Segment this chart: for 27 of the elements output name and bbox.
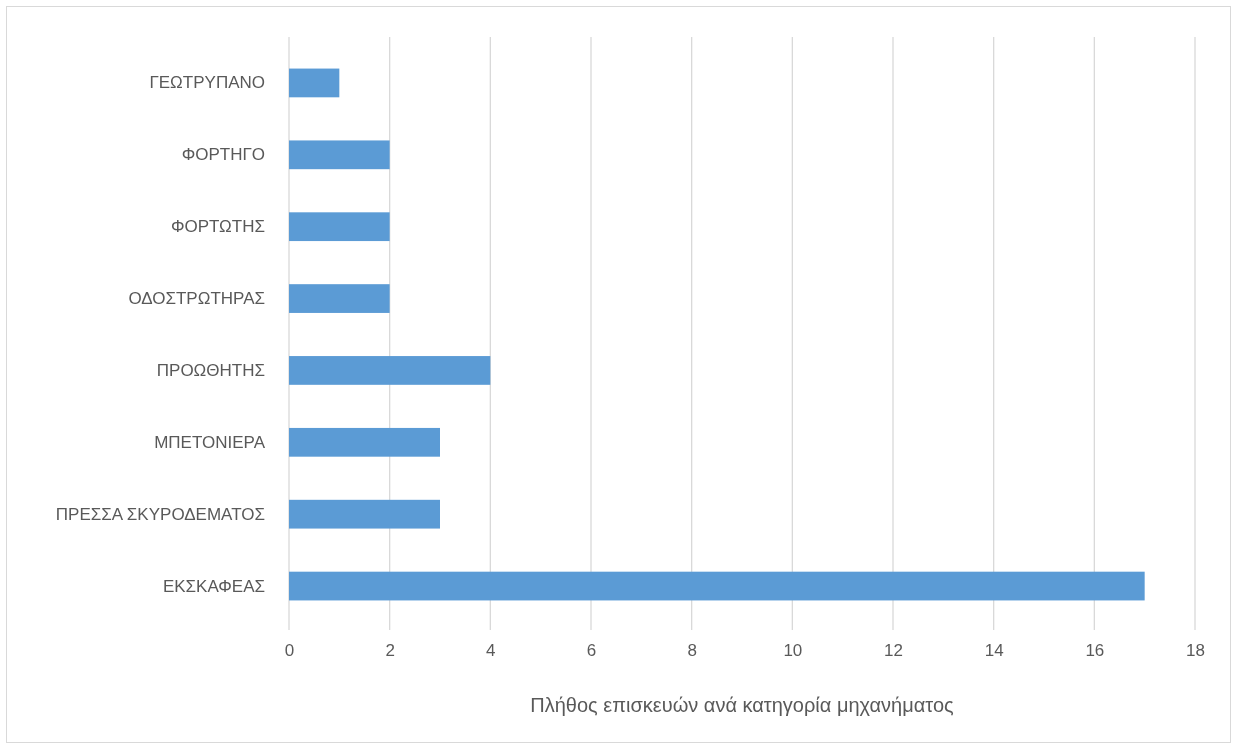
bar xyxy=(289,427,440,457)
bar xyxy=(289,284,390,313)
y-tick-label: ΦΟΡΤΩΤΗΣ xyxy=(170,217,265,237)
y-tick-label: ΦΟΡΤΗΓΟ xyxy=(181,145,265,165)
bar xyxy=(289,140,390,170)
y-tick-label: ΕΚΣΚΑΦΕΑΣ xyxy=(162,576,265,596)
y-tick-label: ΟΔΟΣΤΡΩΤΗΡΑΣ xyxy=(128,289,265,308)
y-tick-label: ΠΡΟΩΘΗΤΗΣ xyxy=(156,360,265,380)
bar xyxy=(289,356,491,385)
x-axis-title: Πλήθος επισκευών ανά κατηγορία μηχανήματος xyxy=(530,694,955,716)
bar xyxy=(289,571,1145,601)
x-tick-label: 12 xyxy=(884,641,903,661)
x-tick-label: 14 xyxy=(984,641,1004,661)
x-tick-label: 16 xyxy=(1085,641,1105,661)
bar xyxy=(289,68,340,98)
x-tick-label: 8 xyxy=(687,641,697,661)
x-tick-label: 18 xyxy=(1186,641,1205,661)
x-tick-label: 6 xyxy=(586,641,597,661)
y-tick-label: ΜΠΕΤΟΝΙΕΡΑ xyxy=(154,432,266,452)
x-tick-label: 4 xyxy=(486,641,496,661)
y-tick-label: ΓΕΩΤΡΥΠΑΝΟ xyxy=(149,73,265,93)
x-tick-label: 0 xyxy=(284,641,295,661)
y-tick-label: ΠΡΕΣΣΑ ΣΚΥΡΟΔΕΜΑΤΟΣ xyxy=(55,504,265,524)
bar xyxy=(289,212,390,242)
x-tick-label: 10 xyxy=(783,641,803,661)
bar xyxy=(289,499,440,529)
x-tick-label: 2 xyxy=(385,641,395,661)
